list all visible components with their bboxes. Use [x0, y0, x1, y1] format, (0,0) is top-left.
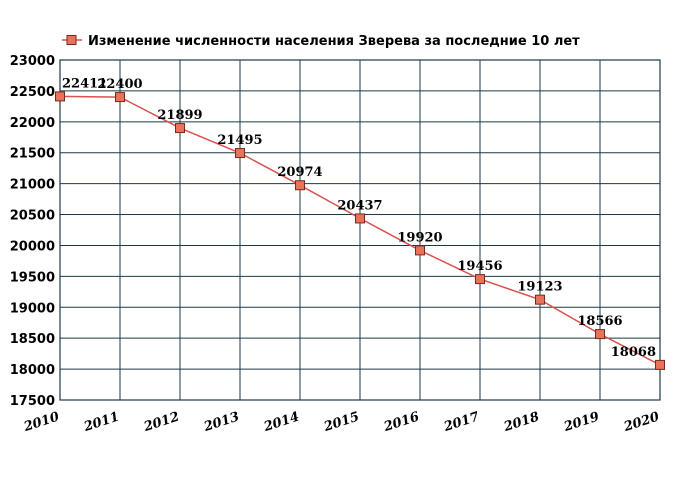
data-point-marker	[175, 123, 185, 134]
x-tick-label: 2019	[561, 410, 601, 436]
y-tick-label: 19000	[10, 301, 55, 316]
x-tick-label: 2013	[201, 410, 241, 436]
data-label: 19920	[397, 230, 442, 245]
data-point-marker	[295, 180, 305, 191]
data-label: 19123	[517, 280, 562, 295]
x-tick-label: 2010	[21, 410, 61, 436]
data-point-marker	[475, 274, 485, 285]
y-axis-ticks: 17500 18000 18500 19000 19500 20000 20500 21000…	[10, 54, 55, 409]
x-tick-label: 2011	[81, 410, 121, 436]
data-point-marker	[355, 213, 365, 224]
y-tick-label: 19500	[10, 270, 55, 285]
legend: Изменение численности населения Зверева …	[62, 34, 580, 49]
x-axis-ticks: 2010 2011 2012 2013 2014 2015 2016 2017 2018 2019…	[21, 410, 661, 436]
data-label: 20437	[337, 198, 382, 213]
data-label: 21495	[217, 133, 262, 148]
x-tick-label: 2020	[621, 410, 661, 436]
x-tick-label: 2016	[381, 410, 421, 436]
y-tick-label: 17500	[10, 394, 55, 409]
x-tick-label: 2018	[501, 410, 541, 436]
y-tick-label: 18500	[10, 332, 55, 347]
y-tick-label: 20000	[10, 239, 55, 254]
y-tick-label: 20500	[10, 209, 55, 224]
markers	[55, 91, 665, 370]
data-point-marker	[655, 359, 665, 370]
data-point-marker	[55, 91, 65, 102]
data-point-marker	[535, 294, 545, 305]
data-point-marker	[595, 329, 605, 340]
grid	[59, 59, 661, 401]
y-tick-label: 21000	[10, 178, 55, 193]
x-tick-label: 2012	[141, 410, 181, 436]
data-label: 18068	[611, 345, 656, 360]
data-label: 22400	[97, 77, 142, 92]
x-tick-label: 2014	[261, 410, 301, 436]
data-label: 20974	[277, 165, 322, 180]
x-tick-label: 2015	[321, 410, 361, 436]
data-label: 19456	[457, 259, 502, 274]
x-tick-label: 2017	[441, 410, 481, 436]
y-tick-label: 22000	[10, 116, 55, 131]
y-tick-label: 21500	[10, 147, 55, 162]
y-tick-label: 18000	[10, 363, 55, 378]
data-point-marker	[235, 148, 245, 159]
data-point-marker	[115, 92, 125, 103]
data-point-marker	[415, 245, 425, 256]
data-label: 18566	[577, 314, 622, 329]
legend-label: Изменение численности населения Зверева …	[88, 34, 580, 49]
data-label: 21899	[157, 108, 202, 123]
y-tick-label: 22500	[10, 85, 55, 100]
y-tick-label: 23000	[10, 54, 55, 69]
legend-marker	[66, 35, 77, 45]
data-label: 22411	[62, 76, 107, 91]
